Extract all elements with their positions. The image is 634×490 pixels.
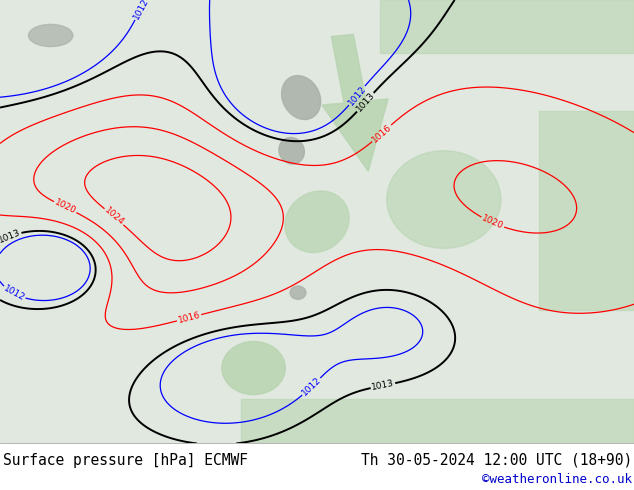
Ellipse shape — [279, 138, 304, 164]
Text: Surface pressure [hPa] ECMWF: Surface pressure [hPa] ECMWF — [3, 453, 248, 468]
Text: 1016: 1016 — [177, 311, 202, 325]
Bar — [380, 0, 634, 53]
Text: 1012: 1012 — [131, 0, 150, 21]
Text: 1020: 1020 — [53, 198, 77, 216]
Bar — [539, 111, 634, 311]
Ellipse shape — [29, 24, 73, 47]
Text: 1012: 1012 — [2, 284, 26, 303]
Text: 1013: 1013 — [0, 228, 22, 245]
FancyArrow shape — [322, 34, 388, 171]
Text: 1016: 1016 — [370, 122, 393, 145]
Ellipse shape — [281, 75, 321, 120]
Text: 1020: 1020 — [481, 214, 505, 231]
Text: 1012: 1012 — [346, 84, 368, 107]
Bar — [241, 399, 634, 443]
Text: Th 30-05-2024 12:00 UTC (18+90): Th 30-05-2024 12:00 UTC (18+90) — [361, 453, 632, 468]
Text: 1012: 1012 — [300, 376, 323, 398]
Ellipse shape — [285, 191, 349, 252]
Ellipse shape — [387, 151, 501, 248]
Text: 1013: 1013 — [371, 379, 395, 392]
Ellipse shape — [290, 286, 306, 299]
Text: ©weatheronline.co.uk: ©weatheronline.co.uk — [482, 473, 632, 486]
Text: 1024: 1024 — [103, 206, 126, 227]
Text: 1013: 1013 — [354, 91, 377, 114]
Ellipse shape — [222, 342, 285, 394]
